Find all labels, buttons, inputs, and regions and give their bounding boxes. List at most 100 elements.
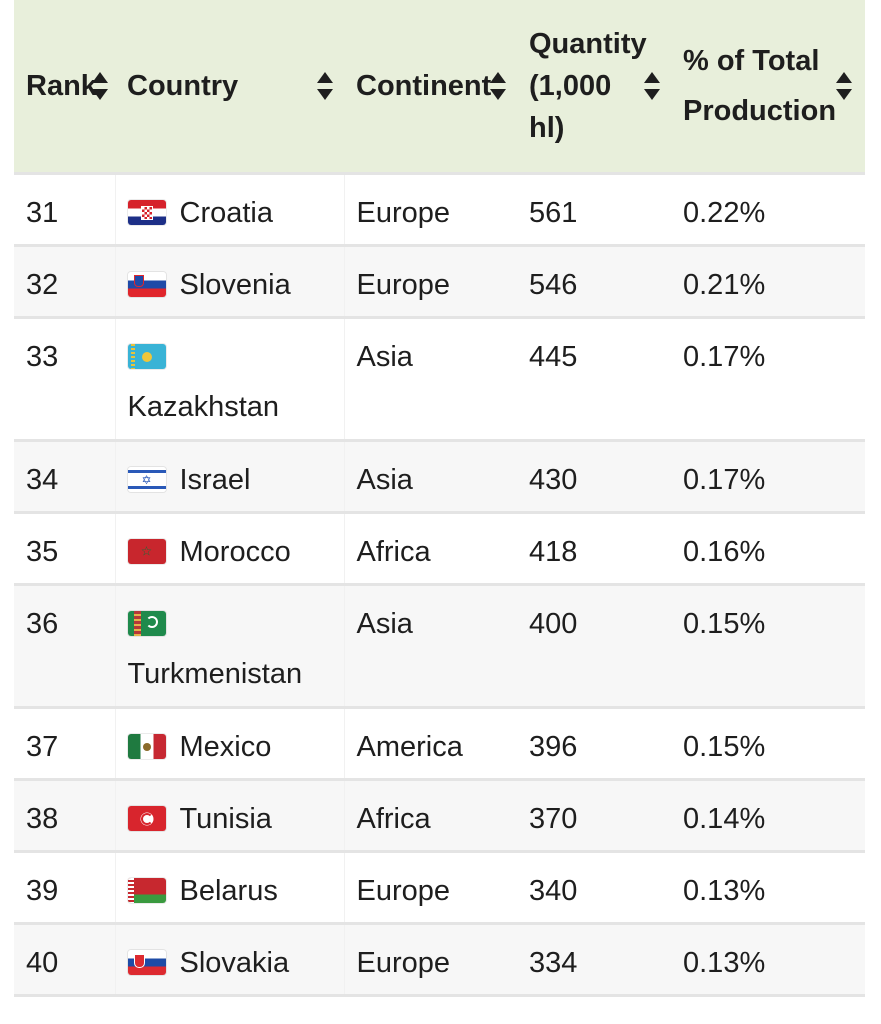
mexico-flag-icon	[127, 734, 166, 759]
production-table-container: Rank Country Continent Quantity (1,000 h…	[14, 0, 865, 1024]
quantity-header-label: Quantity (1,000 hl)	[529, 28, 647, 144]
slovenia-flag-icon	[127, 272, 166, 297]
sort-icon[interactable]	[316, 71, 334, 101]
percent-column-header[interactable]: % of Total Production	[671, 0, 865, 175]
quantity-cell: 334	[517, 923, 671, 997]
rank-value: 35	[26, 536, 59, 568]
quantity-cell: 396	[517, 707, 671, 781]
percent-value: 0.15%	[683, 608, 766, 640]
country-name: Slovakia	[179, 947, 290, 979]
country-cell: ☆ Morocco	[114, 512, 345, 586]
header-row: Rank Country Continent Quantity (1,000 h…	[14, 0, 865, 175]
percent-cell: 0.15%	[671, 584, 865, 709]
slovakia-flag-icon	[127, 950, 166, 975]
country-cell: Mexico	[114, 707, 345, 781]
continent-value: Europe	[356, 197, 451, 229]
country-name: Belarus	[179, 875, 278, 907]
turkmenistan-flag-icon	[127, 611, 166, 636]
quantity-value: 396	[529, 731, 578, 763]
country-name: Tunisia	[179, 803, 272, 835]
quantity-cell: 445	[517, 317, 671, 442]
rank-value: 37	[26, 731, 59, 763]
quantity-column-header[interactable]: Quantity (1,000 hl)	[517, 0, 671, 175]
sort-icon[interactable]	[91, 71, 109, 101]
percent-cell: 0.17%	[671, 317, 865, 442]
country-cell: Croatia	[114, 173, 345, 247]
table-row: 31 Croatia Europe 561 0.22%	[14, 173, 865, 247]
sort-icon[interactable]	[489, 71, 507, 101]
country-column-header[interactable]: Country	[115, 0, 344, 175]
continent-value: Asia	[356, 608, 413, 640]
percent-value: 0.22%	[683, 197, 766, 229]
continent-cell: Europe	[344, 173, 517, 247]
country-name: Kazakhstan	[127, 391, 280, 423]
continent-value: Europe	[356, 269, 451, 301]
rank-value: 39	[26, 875, 59, 907]
table-header: Rank Country Continent Quantity (1,000 h…	[14, 0, 865, 175]
israel-flag-icon: ✡	[127, 467, 166, 492]
continent-cell: Asia	[344, 317, 517, 442]
quantity-value: 370	[529, 803, 578, 835]
tunisia-flag-icon	[127, 806, 166, 831]
rank-cell: 36	[14, 584, 115, 709]
country-cell: Turkmenistan	[114, 584, 345, 709]
rank-cell: 39	[14, 851, 115, 925]
rank-cell: 37	[14, 707, 115, 781]
percent-header-label: % of Total Production	[683, 45, 837, 127]
percent-cell: 0.16%	[671, 512, 865, 586]
table-row: 34 ✡ Israel Asia 430 0.17%	[14, 440, 865, 514]
continent-value: Europe	[356, 875, 451, 907]
rank-value: 33	[26, 341, 59, 373]
country-cell: ✡ Israel	[114, 440, 345, 514]
continent-header-label: Continent	[356, 70, 492, 102]
quantity-value: 418	[529, 536, 578, 568]
quantity-value: 546	[529, 269, 578, 301]
sort-icon[interactable]	[835, 71, 853, 101]
continent-value: America	[356, 731, 463, 763]
rank-cell: 31	[14, 173, 115, 247]
rank-cell: 38	[14, 779, 115, 853]
quantity-value: 430	[529, 464, 578, 496]
sort-icon[interactable]	[643, 71, 661, 101]
continent-value: Europe	[356, 947, 451, 979]
percent-cell: 0.21%	[671, 245, 865, 319]
continent-cell: Asia	[344, 440, 517, 514]
continent-cell: Africa	[344, 779, 517, 853]
morocco-flag-icon: ☆	[127, 539, 166, 564]
rank-cell: 33	[14, 317, 115, 442]
quantity-cell: 400	[517, 584, 671, 709]
rank-value: 34	[26, 464, 59, 496]
quantity-cell: 561	[517, 173, 671, 247]
continent-cell: Europe	[344, 923, 517, 997]
table-row: 39 Belarus Europe 340 0.13%	[14, 851, 865, 925]
percent-cell: 0.13%	[671, 851, 865, 925]
country-cell: Belarus	[114, 851, 345, 925]
quantity-value: 445	[529, 341, 578, 373]
rank-header-label: Rank	[26, 70, 97, 102]
table-row: 33 Kazakhstan Asia 445 0.17%	[14, 317, 865, 442]
table-body: 31 Croatia Europe 561 0.22% 32 Slovenia Europe 5…	[14, 173, 865, 997]
quantity-value: 400	[529, 608, 578, 640]
percent-value: 0.17%	[683, 341, 766, 373]
quantity-value: 340	[529, 875, 578, 907]
production-table: Rank Country Continent Quantity (1,000 h…	[14, 0, 865, 997]
continent-cell: Asia	[344, 584, 517, 709]
percent-value: 0.13%	[683, 947, 766, 979]
rank-column-header[interactable]: Rank	[14, 0, 115, 175]
quantity-cell: 340	[517, 851, 671, 925]
continent-value: Africa	[356, 536, 431, 568]
continent-cell: Europe	[344, 851, 517, 925]
percent-cell: 0.15%	[671, 707, 865, 781]
rank-cell: 40	[14, 923, 115, 997]
table-row: 36 Turkmenistan Asia 400 0.15%	[14, 584, 865, 709]
continent-cell: Europe	[344, 245, 517, 319]
continent-column-header[interactable]: Continent	[344, 0, 517, 175]
continent-value: Asia	[356, 464, 413, 496]
country-cell: Kazakhstan	[114, 317, 345, 442]
rank-cell: 34	[14, 440, 115, 514]
country-name: Mexico	[179, 731, 272, 763]
country-cell: Tunisia	[114, 779, 345, 853]
country-name: Morocco	[179, 536, 291, 568]
percent-value: 0.21%	[683, 269, 766, 301]
percent-cell: 0.14%	[671, 779, 865, 853]
